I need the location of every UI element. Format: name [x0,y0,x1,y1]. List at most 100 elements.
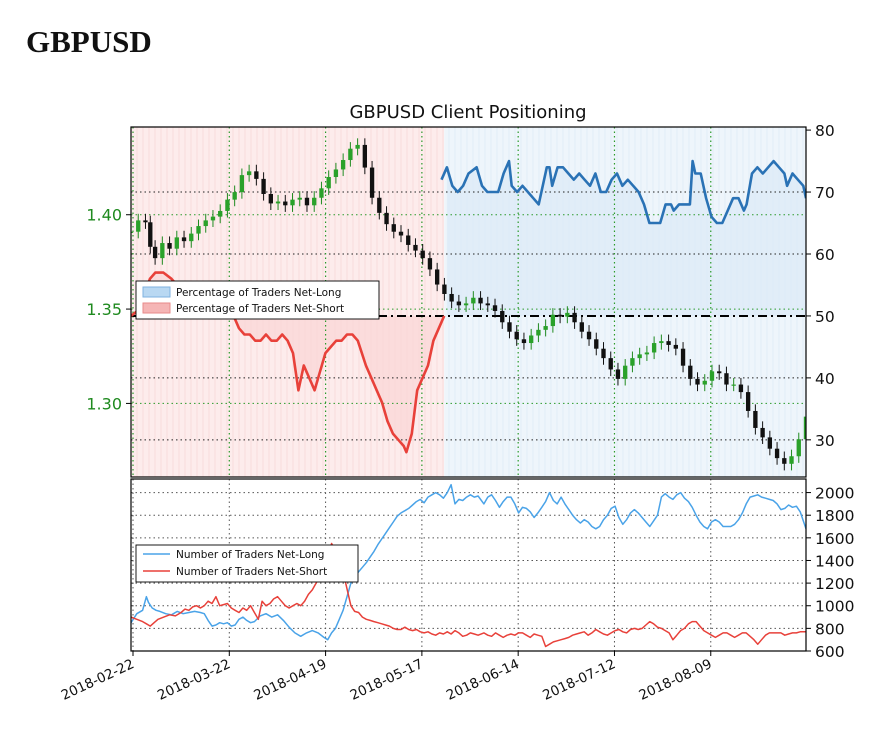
page-title: GBPUSD [26,24,152,59]
price-candle [210,216,216,221]
price-candle [724,373,729,385]
legend-label-net-long-count: Number of Traders Net-Long [176,549,324,561]
price-candle [406,235,411,245]
tick-label-x: 2018-06-14 [444,656,522,704]
price-candle [297,197,302,200]
price-candle [196,226,201,234]
price-candle [471,297,476,304]
price-candle [550,314,556,327]
price-candle [203,220,208,227]
price-candle [355,144,360,149]
tick-label-x: 2018-02-22 [59,656,137,704]
price-candle [152,246,158,259]
price-candle [572,312,577,323]
price-candle [709,371,715,381]
price-candle [695,378,700,385]
legend-swatch-net-long-pct [142,286,171,298]
price-candle [290,199,295,206]
tick-label-right: 800 [815,620,845,638]
price-candle [239,175,245,193]
legend-label-net-long-pct: Percentage of Traders Net-Long [176,287,341,299]
price-candle [312,197,317,206]
price-candle [131,231,134,233]
price-candle [136,220,141,232]
price-candle [500,310,505,323]
price-candle [246,171,252,176]
price-candle [218,210,223,217]
legend-label-net-short-pct: Percentage of Traders Net-Short [176,303,344,315]
price-candle [623,365,628,379]
net-long-pct-line [440,159,806,225]
price-candle [536,329,541,336]
top-legend: Percentage of Traders Net-Long Percentag… [135,280,380,320]
top-panel: 30 40 50 60 70 80 1.30 1.35 1.40 GBPUSD Client … [86,102,835,478]
tick-label-x: 2018-05-17 [348,656,426,704]
price-candle [796,439,801,457]
price-candle [333,169,339,177]
price-candle [507,322,512,332]
tick-label-right: 1600 [815,530,854,548]
tick-label-right: 30 [815,432,835,450]
price-candle [803,416,806,440]
price-candle [268,193,273,204]
price-candle [261,178,266,194]
price-candle [148,222,153,247]
price-candle [601,348,606,359]
price-candle [745,392,751,411]
price-candle [767,437,773,449]
price-candle [413,244,418,251]
price-candle [630,358,635,366]
tick-label-right: 70 [815,184,835,202]
price-candle [427,258,433,270]
tick-label-right: 1800 [815,507,854,525]
price-candle [637,354,642,359]
price-candle [579,322,584,332]
chart-title: GBPUSD Client Positioning [349,102,586,123]
price-candle [304,197,310,206]
price-candle [521,339,527,344]
price-candle [391,224,396,232]
tick-label-right: 40 [815,370,835,388]
tick-label-right: 600 [815,643,845,661]
price-candle [398,231,404,236]
price-candle [143,220,148,223]
price-candle [644,352,650,355]
net-short-count-line [131,542,806,648]
bottom-legend: Number of Traders Net-Long Number of Tra… [135,544,359,583]
price-candle [774,448,780,459]
tick-label-right: 2000 [815,485,854,503]
price-candle [463,303,469,306]
price-candle [673,344,678,349]
tick-label-x: 2018-08-09 [637,656,715,704]
price-candle [789,456,794,464]
tick-label-left: 1.30 [86,394,122,413]
price-candle [586,331,592,340]
price-candle [369,167,375,198]
price-candle [731,384,736,386]
tick-label-left: 1.40 [86,206,122,225]
price-candle [702,380,707,385]
price-candle [615,369,621,379]
price-candle [225,199,230,211]
price-candle [254,171,259,179]
price-candle [167,243,172,249]
tick-label-right: 1400 [815,552,854,570]
tick-label-x: 2018-07-12 [540,656,618,704]
price-candle [174,237,179,249]
tick-label-right: 80 [815,122,835,140]
price-candle [717,371,722,374]
price-candle [738,384,744,393]
price-candle [420,250,425,259]
price-candle [594,339,599,349]
bottom-panel: 600 800 1000 1200 1400 1600 1800 2000 Number of… [130,478,854,661]
price-candle [456,301,462,306]
price-candle [442,284,447,294]
price-candle [608,358,613,370]
price-candle [340,160,346,170]
tick-label-left: 1.35 [86,300,122,319]
legend-swatch-net-short-pct [142,302,171,314]
price-candle [478,297,483,304]
price-candle [753,410,758,428]
tick-label-right: 50 [815,308,835,326]
